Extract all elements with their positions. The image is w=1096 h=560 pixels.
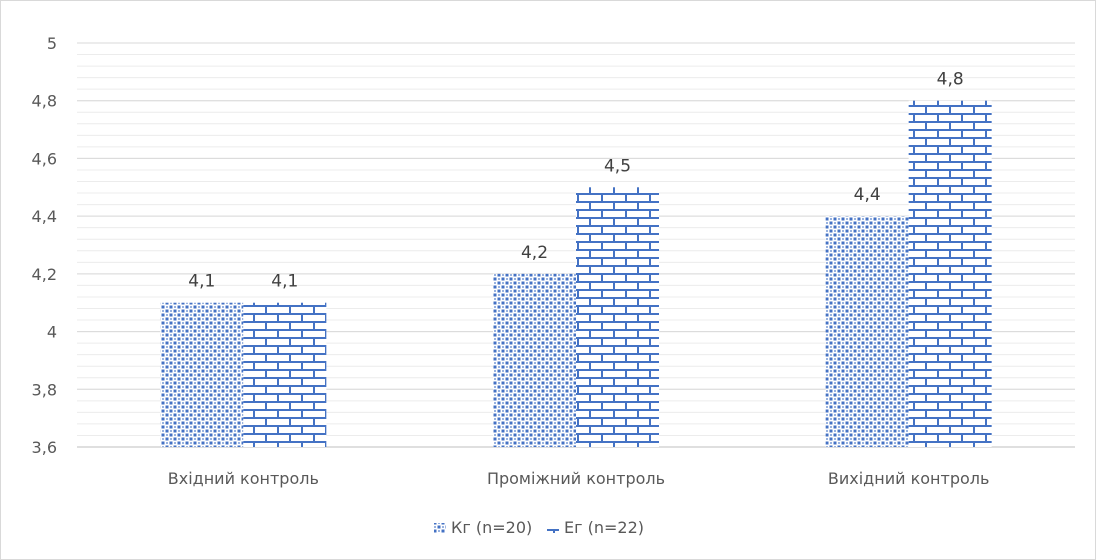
bar-kg: [825, 216, 909, 447]
category-label: Проміжний контроль: [487, 469, 665, 488]
data-labels: 4,1 4,1 4,2 4,5 4,4 4,8: [188, 70, 963, 292]
y-tick-label: 4: [47, 323, 57, 342]
y-tick-label: 5: [47, 34, 57, 53]
legend-label-eg: Ег (n=22): [564, 518, 644, 537]
y-tick-label: 4,4: [32, 207, 57, 226]
y-axis: 3,6 3,8 4 4,2 4,4 4,6 4,8 5: [32, 34, 57, 457]
y-tick-label: 4,2: [32, 265, 57, 284]
bar-eg: [908, 100, 992, 447]
category-label: Вхідний контроль: [168, 469, 319, 488]
y-tick-label: 4,6: [32, 149, 57, 168]
legend-swatch-kg: [434, 523, 446, 533]
bars: [160, 100, 992, 448]
data-label: 4,8: [937, 70, 964, 90]
legend: Кг (n=20) Ег (n=22): [434, 518, 644, 537]
data-label: 4,2: [521, 243, 548, 263]
data-label: 4,5: [604, 156, 631, 176]
bar-eg: [576, 187, 659, 448]
legend-swatch-eg: [547, 523, 559, 533]
data-label: 4,1: [271, 272, 298, 292]
bar-kg: [160, 302, 244, 447]
legend-label-kg: Кг (n=20): [451, 518, 532, 537]
x-axis: Вхідний контроль Проміжний контроль Вихідн…: [168, 469, 990, 488]
y-tick-label: 4,8: [32, 92, 57, 111]
data-label: 4,1: [188, 272, 215, 292]
category-label: Вихідний контроль: [828, 469, 990, 488]
bar-eg: [243, 302, 327, 447]
bar-kg: [493, 273, 576, 447]
y-tick-label: 3,8: [32, 380, 57, 399]
data-label: 4,4: [854, 185, 881, 205]
y-tick-label: 3,6: [32, 438, 57, 457]
